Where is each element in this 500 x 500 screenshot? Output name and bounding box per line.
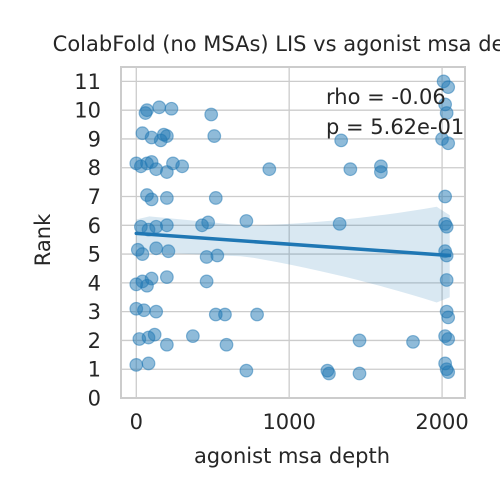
data-point <box>175 159 190 174</box>
data-point <box>374 165 388 179</box>
data-point <box>239 363 254 378</box>
data-point <box>210 248 225 263</box>
data-point <box>208 191 223 205</box>
y-axis-label: Rank <box>31 213 55 266</box>
rho-annotation: rho = -0.06 <box>326 85 446 109</box>
data-point <box>141 356 156 371</box>
y-tick-label: 4 <box>88 271 101 295</box>
regression-line-layer <box>134 231 452 258</box>
y-tick-label: 9 <box>88 127 101 151</box>
data-point <box>219 337 234 352</box>
data-point <box>441 136 456 151</box>
data-point <box>239 214 254 228</box>
data-point <box>441 80 456 95</box>
data-point <box>441 310 456 325</box>
data-point <box>406 334 420 349</box>
data-point <box>204 107 219 122</box>
y-tick-label: 1 <box>88 358 101 382</box>
data-point <box>439 219 454 234</box>
y-tick-labels: 0 1 2 3 4 5 6 7 8 9 10 11 <box>74 70 101 411</box>
data-point <box>439 106 454 120</box>
x-tick-label: 1000 <box>262 410 315 434</box>
data-point <box>185 329 200 344</box>
data-point <box>322 366 336 381</box>
data-point <box>332 216 347 231</box>
y-tick-label: 2 <box>88 329 101 353</box>
data-points <box>129 74 456 381</box>
data-point <box>441 332 456 346</box>
x-tick-label: 0 <box>130 410 143 434</box>
data-point <box>159 270 174 285</box>
data-point <box>159 337 174 352</box>
data-point <box>343 162 358 177</box>
data-point <box>250 307 264 322</box>
y-tick-label: 5 <box>88 243 101 267</box>
y-tick-label: 11 <box>74 70 101 94</box>
data-point <box>144 192 159 207</box>
y-tick-label: 3 <box>88 300 101 324</box>
data-point <box>144 271 159 286</box>
plot-frame <box>120 66 466 399</box>
data-point <box>352 366 367 381</box>
data-point <box>441 365 456 379</box>
x-tick-labels: 0 1000 2000 <box>130 410 469 434</box>
y-tick-label: 6 <box>88 214 101 238</box>
data-point <box>147 327 162 342</box>
y-tick-label: 7 <box>88 185 101 209</box>
data-point <box>334 133 349 148</box>
data-point <box>159 191 174 205</box>
p-value-annotation: p = 5.62e-01 <box>326 115 464 139</box>
data-point <box>153 133 168 148</box>
data-point <box>137 303 151 318</box>
x-tick-label: 2000 <box>415 410 468 434</box>
data-point <box>262 162 277 177</box>
data-point <box>149 241 164 256</box>
data-point <box>164 101 179 116</box>
data-point <box>207 129 222 143</box>
regression-line <box>134 231 452 258</box>
data-point <box>439 273 454 287</box>
data-point <box>438 189 453 204</box>
y-tick-label: 8 <box>88 156 101 180</box>
y-tick-label: 0 <box>88 387 101 411</box>
data-point <box>135 247 150 261</box>
chart-title: ColabFold (no MSAs) LIS vs agonist msa d… <box>53 32 500 56</box>
confidence-band <box>136 206 450 303</box>
data-point <box>152 100 167 115</box>
data-point <box>201 215 216 230</box>
y-tick-label: 10 <box>74 99 101 123</box>
data-point <box>140 103 154 118</box>
data-point <box>352 333 367 348</box>
data-point <box>159 218 174 233</box>
data-point <box>149 304 164 319</box>
data-point <box>129 358 144 372</box>
data-point <box>199 274 214 289</box>
data-point <box>218 307 232 322</box>
data-point <box>161 244 176 259</box>
x-axis-label: agonist msa depth <box>194 444 390 468</box>
confidence-band-layer <box>136 206 450 303</box>
